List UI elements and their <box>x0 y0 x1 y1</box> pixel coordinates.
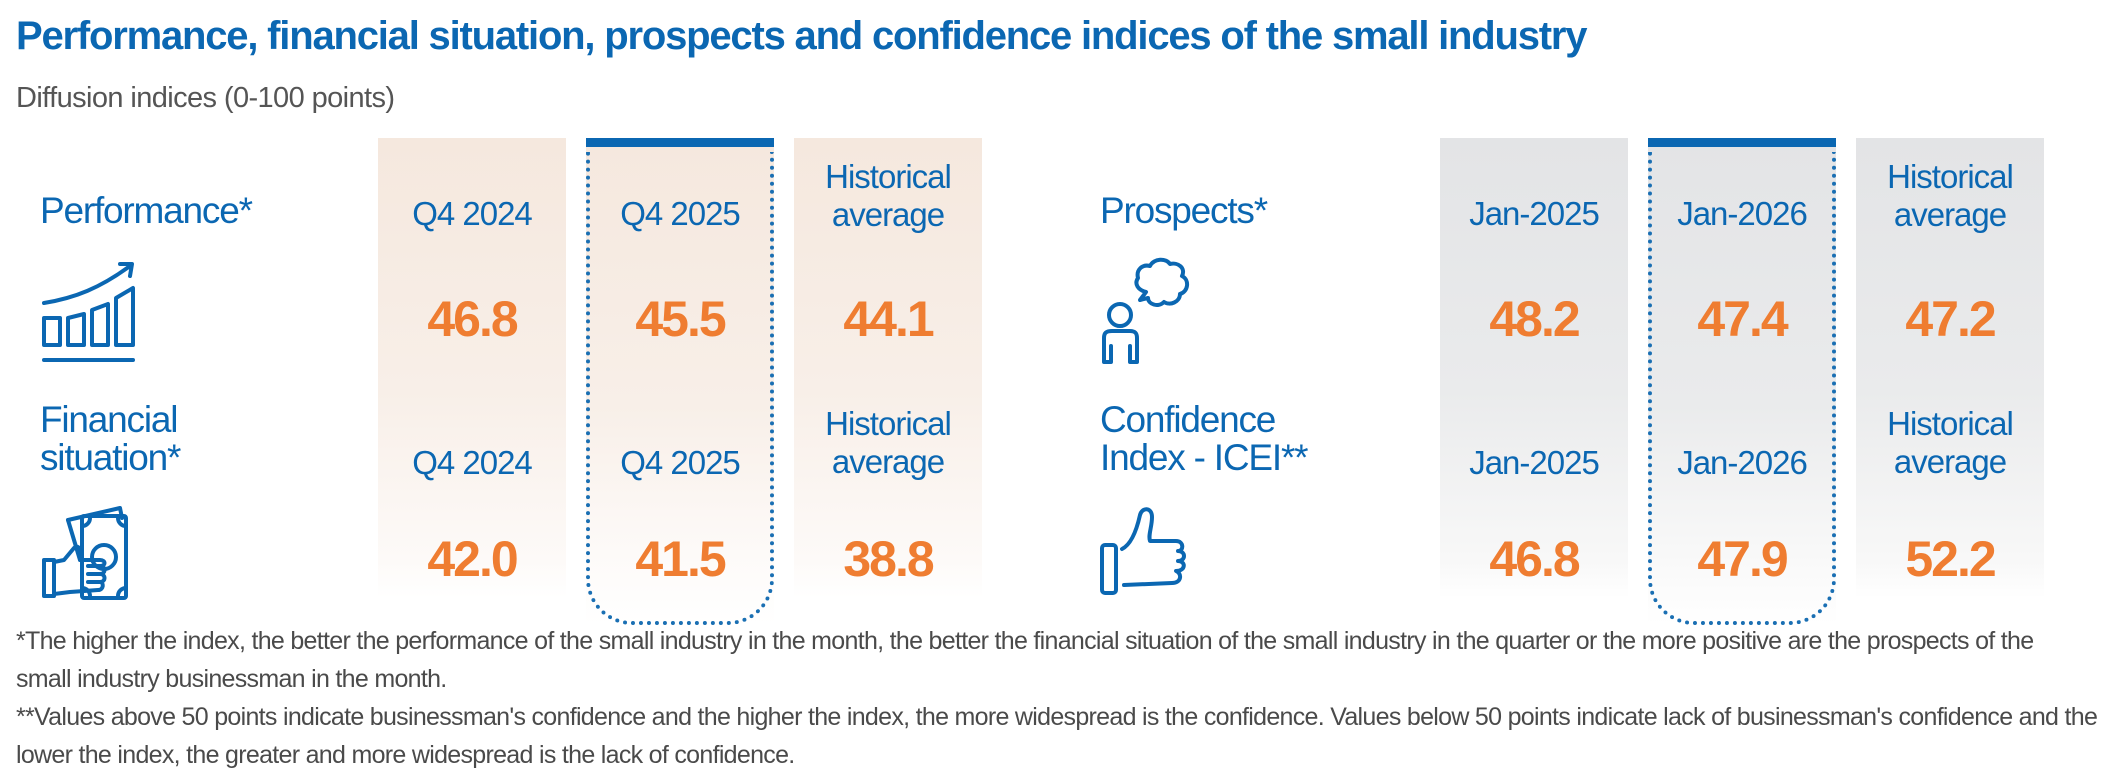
column-q4-2024 <box>378 138 566 598</box>
left-header-col2: Q4 2025 <box>620 195 741 232</box>
column-jan-2026-highlighted <box>1648 138 1836 625</box>
right-header-col1: Jan-2025 <box>1469 195 1600 232</box>
page-title: Performance, financial situation, prospe… <box>16 14 1588 58</box>
confidence-label-line2: Index - ICEI** <box>1100 437 1309 478</box>
prospects-value-historical: 47.2 <box>1905 291 1996 347</box>
thumbs-up-icon <box>1100 507 1186 595</box>
confidence-label-line1: Confidence <box>1100 399 1276 440</box>
performance-value-q4-2025: 45.5 <box>635 291 726 347</box>
person-thought-icon <box>1102 257 1189 364</box>
historical-line1: Historical <box>1887 405 2014 442</box>
footnote-2-line2: lower the index, the greater and more wi… <box>16 741 795 769</box>
financial-value-historical: 38.8 <box>843 531 934 587</box>
performance-value-q4-2024: 46.8 <box>427 291 518 347</box>
historical-line2: average <box>831 196 945 233</box>
footnote-1-line1: *The higher the index, the better the pe… <box>16 627 2034 655</box>
prospects-value-jan-2025: 48.2 <box>1489 291 1580 347</box>
right-row2-header-col2: Jan-2026 <box>1677 444 1808 481</box>
footnote-2-line1: **Values above 50 points indicate busine… <box>16 703 2098 731</box>
left-header-col3: Historical average <box>794 158 982 234</box>
financial-value-q4-2024: 42.0 <box>427 531 518 587</box>
historical-line2: average <box>1893 443 2007 480</box>
confidence-value-historical: 52.2 <box>1905 531 1996 587</box>
footnote-2: **Values above 50 points indicate busine… <box>16 698 2116 774</box>
highlight-bar <box>1648 138 1836 147</box>
financial-label-line1: Financial <box>40 399 178 440</box>
historical-line2: average <box>1893 196 2007 233</box>
prospects-value-jan-2026: 47.4 <box>1697 291 1788 347</box>
financial-situation-label: Financial situation* <box>40 399 181 478</box>
column-historical-average <box>794 138 982 598</box>
left-header-col1: Q4 2024 <box>412 195 533 232</box>
page-subtitle: Diffusion indices (0-100 points) <box>16 82 395 114</box>
highlight-bar <box>586 138 774 147</box>
footnote-1-line2: small industry businessman in the month. <box>16 665 447 693</box>
right-row2-header-col1: Jan-2025 <box>1469 444 1600 481</box>
right-row2-header-col3: Historical average <box>1856 405 2044 481</box>
column-jan-2025 <box>1440 138 1628 598</box>
performance-value-historical: 44.1 <box>843 291 934 347</box>
confidence-index-label: Confidence Index - ICEI** <box>1100 399 1309 478</box>
historical-line2: average <box>831 443 945 480</box>
historical-line1: Historical <box>825 405 952 442</box>
right-header-col3: Historical average <box>1856 158 2044 234</box>
hand-money-icon <box>42 506 128 600</box>
growth-chart-icon <box>42 262 135 362</box>
column-historical-average <box>1856 138 2044 598</box>
confidence-value-jan-2026: 47.9 <box>1697 531 1788 587</box>
historical-line1: Historical <box>825 158 952 195</box>
right-header-col2: Jan-2026 <box>1677 195 1808 232</box>
highlight-dotted-outline <box>1648 152 1836 625</box>
performance-label: Performance* <box>40 190 253 231</box>
column-q4-2025-highlighted <box>586 138 774 625</box>
left-row2-header-col3: Historical average <box>794 405 982 481</box>
footnote-1: *The higher the index, the better the pe… <box>16 622 2116 698</box>
financial-value-q4-2025: 41.5 <box>635 531 726 587</box>
confidence-value-jan-2025: 46.8 <box>1489 531 1580 587</box>
prospects-label: Prospects* <box>1100 190 1268 231</box>
historical-line1: Historical <box>1887 158 2014 195</box>
left-row2-header-col1: Q4 2024 <box>412 444 533 481</box>
financial-label-line2: situation* <box>40 437 181 478</box>
left-row2-header-col2: Q4 2025 <box>620 444 741 481</box>
highlight-dotted-outline <box>586 152 774 625</box>
